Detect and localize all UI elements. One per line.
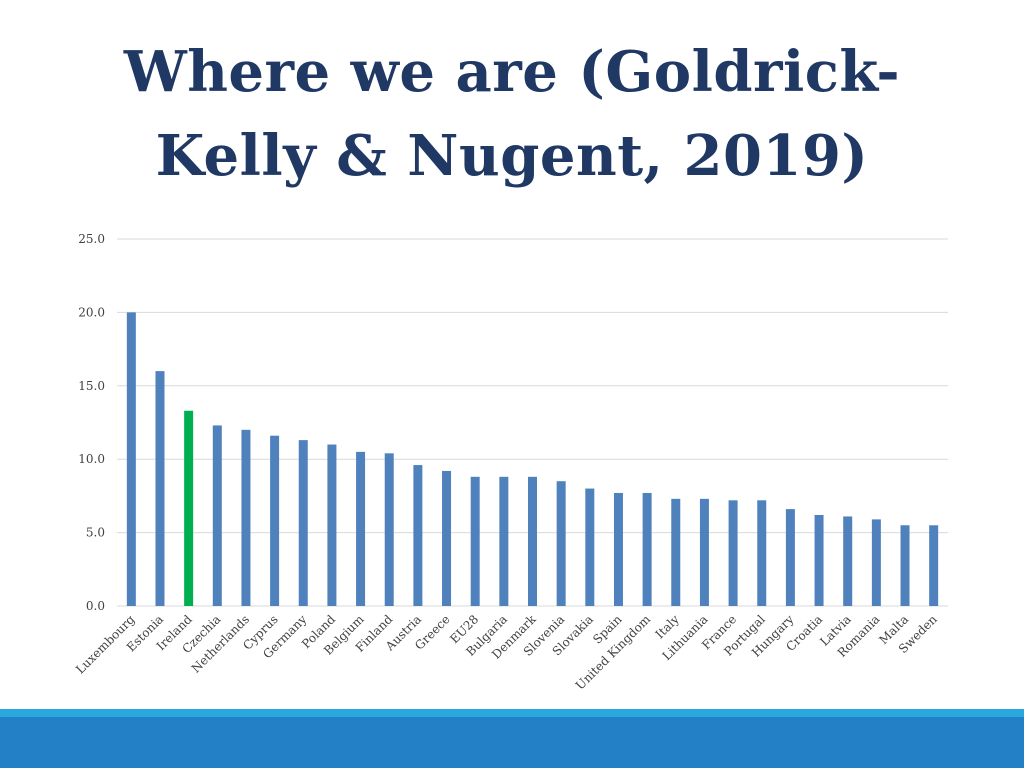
bar-croatia [814, 514, 824, 606]
bar-belgium [356, 451, 366, 606]
bar-finland [384, 453, 394, 606]
bar-sweden [929, 525, 939, 606]
bar-germany [298, 440, 308, 606]
footer-bar [0, 717, 1024, 768]
bar-lithuania [699, 498, 709, 606]
bar-spain [613, 492, 623, 606]
y-tick-label: 15.0 [78, 379, 105, 393]
slide-title-line-1: Where we are (Goldrick- [123, 39, 901, 105]
bar-romania [871, 519, 881, 606]
bar-france [728, 500, 738, 606]
bar-united-kingdom [642, 492, 652, 606]
bar-chart: 0.05.010.015.020.025.0LuxembourgEstoniaI… [73, 232, 948, 693]
bar-malta [900, 525, 910, 606]
bar-luxembourg [126, 312, 136, 606]
bar-ireland [184, 410, 194, 606]
bar-portugal [757, 500, 767, 606]
slide-title: Where we are (Goldrick- Kelly & Nugent, … [0, 30, 1024, 198]
bar-italy [671, 498, 681, 606]
bar-cyprus [270, 435, 280, 606]
y-tick-label: 5.0 [86, 526, 105, 540]
bar-poland [327, 444, 337, 606]
y-tick-label: 25.0 [78, 232, 105, 246]
bar-estonia [155, 371, 165, 606]
bar-bulgaria [499, 476, 509, 606]
bar-hungary [785, 509, 795, 606]
bar-eu28 [470, 476, 480, 606]
slide-title-line-2: Kelly & Nugent, 2019) [155, 123, 869, 189]
y-tick-label: 10.0 [78, 452, 105, 466]
bar-slovakia [585, 488, 595, 606]
bar-latvia [843, 516, 853, 606]
bar-austria [413, 465, 423, 606]
bar-netherlands [241, 429, 251, 606]
bar-czechia [212, 425, 222, 606]
y-tick-label: 20.0 [78, 305, 105, 319]
bar-slovenia [556, 481, 566, 606]
bar-greece [442, 470, 452, 606]
footer-accent-stripe [0, 709, 1024, 717]
bar-denmark [528, 476, 537, 606]
y-tick-label: 0.0 [86, 599, 105, 613]
